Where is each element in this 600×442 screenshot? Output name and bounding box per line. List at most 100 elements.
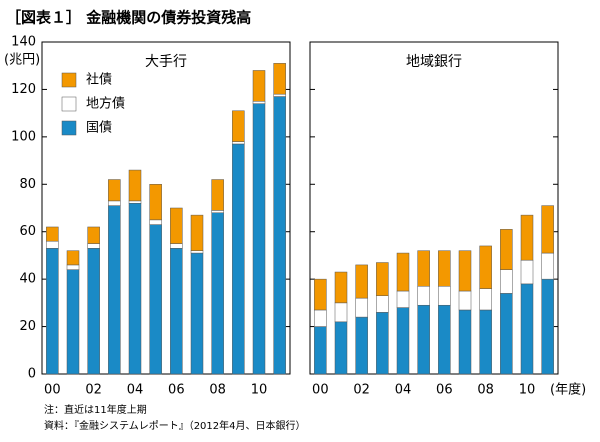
bar-segment: [438, 286, 451, 306]
bar-segment: [252, 70, 266, 102]
bar-segment: [46, 248, 59, 375]
bar-segment: [128, 203, 142, 375]
y-tick-label: 140: [11, 35, 36, 50]
bar-segment: [355, 316, 368, 375]
bar-segment: [355, 297, 368, 318]
bar-segment: [232, 143, 245, 375]
bar-segment: [479, 245, 492, 289]
legend-swatch: [61, 120, 77, 136]
legend-swatch: [61, 72, 77, 88]
bar-segment: [396, 290, 410, 308]
plot-frame: [309, 41, 559, 375]
bar-segment: [376, 312, 389, 375]
x-tick-label: 02: [85, 383, 102, 398]
bar-segment: [170, 207, 183, 244]
bar-segment: [273, 63, 286, 95]
source: 資料：『金融システムレポート』（2012年4月、日本銀行）: [44, 419, 306, 432]
bar-segment: [190, 214, 204, 251]
bar-segment: [520, 283, 534, 375]
bar-segment: [232, 110, 245, 142]
bar-segment: [232, 141, 245, 145]
y-tick-label: 0: [28, 367, 36, 382]
bar-segment: [66, 264, 80, 270]
bar-segment: [149, 184, 162, 221]
bar-segment: [252, 103, 266, 375]
panel-title: 地域銀行: [406, 54, 462, 70]
legend-label: 社債: [86, 72, 112, 88]
bar-segment: [46, 240, 59, 249]
note: 注：直近は11年度上期: [44, 403, 147, 416]
y-tick-label: 20: [19, 319, 36, 334]
bar-segment: [46, 226, 59, 242]
bar-segment: [417, 286, 430, 306]
y-tick-label: 60: [19, 224, 36, 239]
bar-segment: [376, 262, 389, 296]
bar-segment: [500, 293, 513, 375]
bar-segment: [417, 304, 430, 375]
bar-segment: [479, 309, 492, 375]
y-tick-label: 40: [19, 272, 36, 287]
bar-segment: [273, 93, 286, 97]
x-tick-label: 00: [312, 383, 329, 398]
bar-segment: [66, 269, 80, 375]
bar-segment: [355, 264, 368, 299]
legend-label: 地方債: [86, 96, 125, 112]
x-tick-label: 04: [127, 383, 144, 398]
bar-segment: [520, 259, 534, 285]
plot-frame: [41, 41, 291, 375]
bar-segment: [128, 169, 142, 202]
x-tick-label: 06: [436, 383, 453, 398]
bar-segment: [211, 179, 224, 211]
bar-segment: [108, 200, 121, 206]
x-tick-label: 08: [209, 383, 226, 398]
bar-segment: [417, 250, 430, 287]
bar-segment: [500, 269, 513, 294]
bar-segment: [149, 224, 162, 375]
bar-segment: [108, 179, 121, 202]
bar-segment: [190, 250, 204, 254]
bar-segment: [128, 200, 142, 204]
x-tick-label: 08: [477, 383, 494, 398]
bar-segment: [211, 212, 224, 375]
chart-title: ［図表１］ 金融機関の債券投資残高: [6, 9, 251, 27]
bar-segment: [458, 309, 472, 375]
bar-segment: [334, 302, 348, 323]
bar-segment: [149, 219, 162, 225]
x-tick-label: 10: [519, 383, 536, 398]
y-tick-label: 100: [11, 129, 36, 144]
x-tick-label: 04: [395, 383, 412, 398]
legend-label: 国債: [86, 121, 112, 136]
bar-segment: [87, 243, 100, 249]
panel-title: 大手行: [145, 54, 187, 70]
bar-segment: [334, 271, 348, 304]
x-axis-label: (年度): [550, 382, 586, 398]
legend-swatch: [61, 96, 77, 112]
bar-segment: [500, 229, 513, 270]
bar-segment: [438, 304, 451, 375]
bar-segment: [211, 210, 224, 213]
bar-segment: [273, 96, 286, 375]
bar-segment: [541, 278, 554, 375]
bar-segment: [479, 288, 492, 311]
bar-segment: [541, 205, 554, 254]
bar-segment: [87, 226, 100, 244]
bar-segment: [458, 250, 472, 292]
bar-segment: [438, 250, 451, 287]
bar-segment: [314, 326, 327, 375]
bar-segment: [520, 214, 534, 261]
bar-segment: [396, 252, 410, 292]
x-tick-label: 02: [353, 383, 370, 398]
x-tick-label: 00: [44, 383, 61, 398]
bar-segment: [314, 309, 327, 327]
y-tick-label: 80: [19, 177, 36, 192]
bar-segment: [541, 252, 554, 280]
bar-segment: [458, 290, 472, 311]
bar-segment: [170, 243, 183, 249]
y-axis-label: (兆円): [4, 53, 40, 68]
bar-segment: [87, 248, 100, 375]
bar-segment: [376, 295, 389, 313]
bar-segment: [334, 321, 348, 375]
bar-segment: [314, 278, 327, 311]
bar-segment: [170, 248, 183, 375]
